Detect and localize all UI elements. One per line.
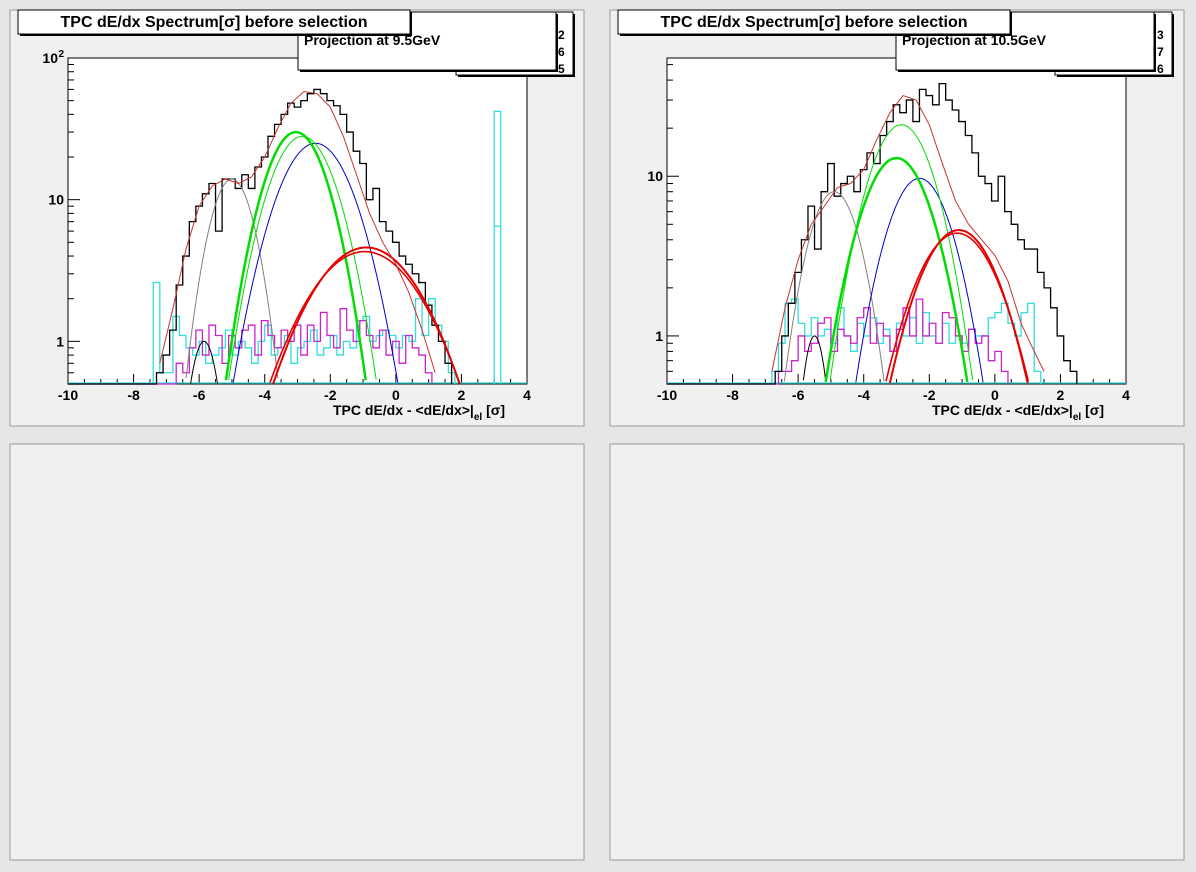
p2-histogram-data bbox=[667, 82, 1078, 385]
stats-2-digit-1: 3 bbox=[1157, 28, 1164, 42]
x-axis-label-2-tail: [σ] bbox=[1081, 402, 1104, 418]
p1-x-tick-label: -4 bbox=[258, 387, 271, 403]
title-box-1 bbox=[17, 9, 411, 35]
p1-fit-electron bbox=[272, 246, 461, 384]
title-box-2 bbox=[617, 9, 1011, 35]
x-axis-label-2: TPC dE/dx - <dE/dx>|el [σ] bbox=[932, 402, 1104, 423]
chart-title-1: TPC dE/dx Spectrum[σ] before selection bbox=[61, 14, 368, 31]
p2-x-tick-label: -10 bbox=[657, 387, 677, 403]
p1-fit-total bbox=[159, 90, 436, 373]
p2-x-tick-label: 4 bbox=[1122, 387, 1130, 403]
p1-y-tick-label: 10 bbox=[42, 50, 58, 66]
p1-y-tick-label: 10 bbox=[48, 192, 64, 208]
x-axis-label-2-main: TPC dE/dx - <dE/dx>| bbox=[932, 402, 1073, 418]
panel-4-empty bbox=[609, 443, 1185, 861]
p1-x-tick-label: -6 bbox=[193, 387, 206, 403]
x-axis-label-2-sub: el bbox=[1073, 412, 1082, 423]
x-axis-label-1: TPC dE/dx - <dE/dx>|el [σ] bbox=[333, 402, 505, 423]
p2-x-tick-label: -2 bbox=[923, 387, 936, 403]
p1-histogram-magenta bbox=[68, 308, 433, 385]
p1-histogram-data bbox=[68, 88, 453, 385]
p1-fit-pion bbox=[224, 130, 367, 381]
p2-x-tick-label: -6 bbox=[792, 387, 805, 403]
x-axis-label-1-tail: [σ] bbox=[482, 402, 505, 418]
p2-histogram-magenta bbox=[667, 298, 1009, 385]
panel-3-empty bbox=[9, 443, 585, 861]
p1-cyan-spike bbox=[493, 110, 502, 384]
p1-x-tick-label: -10 bbox=[58, 387, 78, 403]
p2-y-tick-label: 10 bbox=[647, 168, 663, 184]
p1-fit-pion-thin bbox=[228, 135, 377, 380]
stats-1-digit-3: 5 bbox=[558, 62, 565, 76]
p2-fit-kaon bbox=[855, 177, 984, 383]
p1-fit-electron-outer bbox=[269, 250, 461, 383]
p2-x-tick-label: 0 bbox=[991, 387, 999, 403]
x-axis-label-1-sub: el bbox=[474, 412, 483, 423]
stats-2-digit-3: 6 bbox=[1157, 62, 1164, 76]
p2-fit-electron bbox=[888, 229, 1029, 384]
x-axis-label-1-main: TPC dE/dx - <dE/dx>| bbox=[333, 402, 474, 418]
p2-x-tick-label: 2 bbox=[1057, 387, 1065, 403]
p1-y-tick-exponent: 2 bbox=[58, 49, 64, 60]
p1-fit-deuteron bbox=[190, 340, 218, 384]
p1-x-tick-label: -8 bbox=[127, 387, 140, 403]
p1-x-tick-label: -2 bbox=[324, 387, 337, 403]
p1-y-tick-label: 1 bbox=[56, 333, 64, 349]
p2-y-tick-label: 1 bbox=[655, 328, 663, 344]
p1-fit-proton bbox=[185, 178, 279, 379]
p1-x-tick-label: 2 bbox=[458, 387, 466, 403]
stats-1-digit-1: 2 bbox=[558, 28, 565, 42]
p1-x-tick-label: 4 bbox=[523, 387, 531, 403]
p2-x-tick-label: -4 bbox=[857, 387, 870, 403]
p2-fit-total bbox=[771, 94, 1045, 372]
plot-2-data: -10 -8 -6 -4 -2 0 2 4 1 10 bbox=[647, 64, 1130, 403]
p1-x-tick-label: 0 bbox=[392, 387, 400, 403]
p2-fit-deuteron bbox=[802, 335, 827, 381]
stats-2-digit-2: 7 bbox=[1157, 45, 1164, 59]
chart-title-2: TPC dE/dx Spectrum[σ] before selection bbox=[661, 14, 968, 31]
p2-x-tick-label: -8 bbox=[726, 387, 739, 403]
p2-fit-pion bbox=[824, 156, 969, 383]
stats-1-digit-2: 6 bbox=[558, 45, 565, 59]
